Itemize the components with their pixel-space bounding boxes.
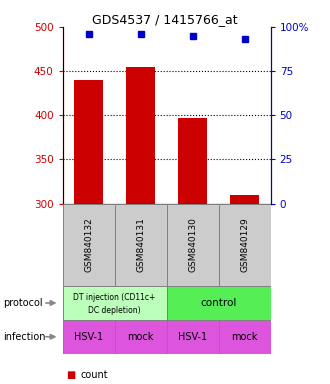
- Bar: [167, 320, 218, 354]
- Text: mock: mock: [127, 332, 154, 342]
- Bar: [230, 195, 259, 204]
- Bar: [115, 320, 167, 354]
- Bar: [126, 67, 155, 204]
- Bar: [167, 204, 218, 286]
- Text: infection: infection: [3, 332, 46, 342]
- Text: GDS4537 / 1415766_at: GDS4537 / 1415766_at: [92, 13, 238, 26]
- Text: control: control: [200, 298, 237, 308]
- Bar: [218, 204, 271, 286]
- Text: count: count: [81, 370, 109, 380]
- Bar: [63, 286, 167, 320]
- Text: mock: mock: [231, 332, 258, 342]
- Text: protocol: protocol: [3, 298, 43, 308]
- Text: GSM840130: GSM840130: [188, 217, 197, 272]
- Text: HSV-1: HSV-1: [178, 332, 207, 342]
- Text: GSM840129: GSM840129: [240, 217, 249, 272]
- Bar: [218, 320, 271, 354]
- Text: DT injection (CD11c+: DT injection (CD11c+: [74, 293, 156, 303]
- Bar: [63, 204, 115, 286]
- Text: DC depletion): DC depletion): [88, 306, 141, 315]
- Text: ■: ■: [66, 370, 75, 380]
- Bar: [115, 204, 167, 286]
- Bar: [63, 320, 115, 354]
- Bar: [178, 118, 207, 204]
- Bar: [74, 80, 103, 204]
- Bar: [167, 286, 271, 320]
- Text: GSM840131: GSM840131: [136, 217, 145, 272]
- Text: HSV-1: HSV-1: [74, 332, 103, 342]
- Text: GSM840132: GSM840132: [84, 217, 93, 272]
